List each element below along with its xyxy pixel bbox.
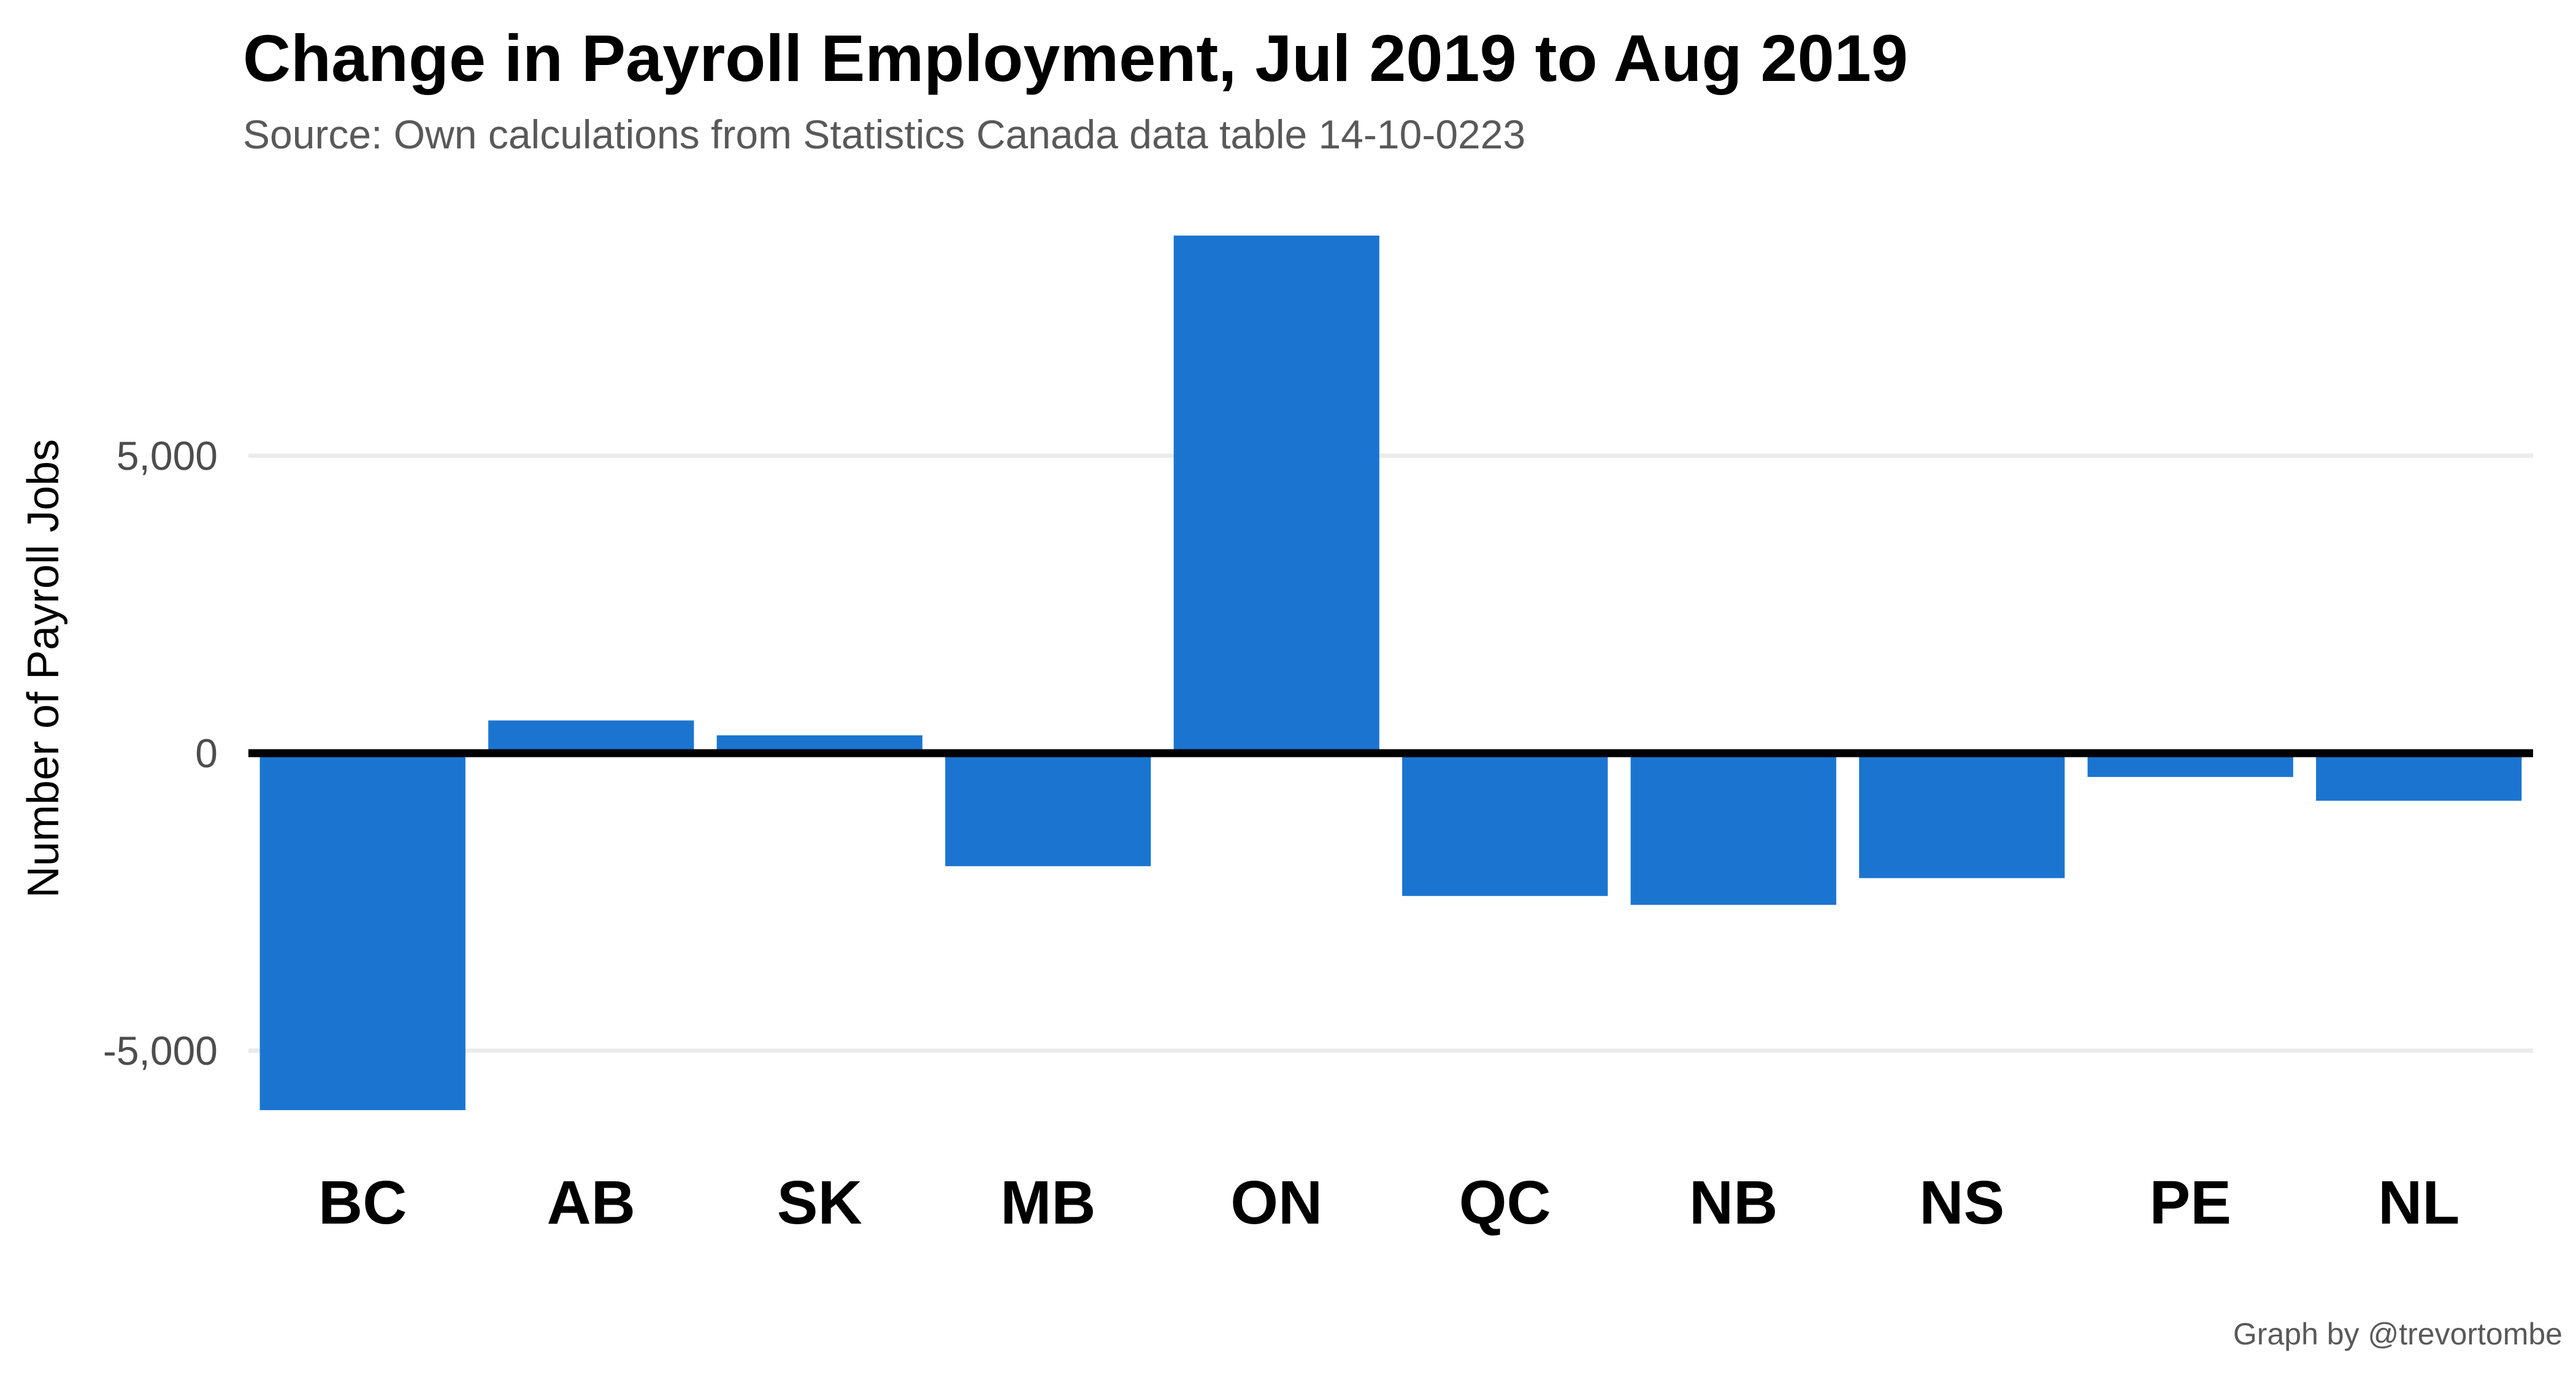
x-tick-label: QC — [1459, 1168, 1551, 1237]
bars — [259, 236, 2522, 1110]
x-tick-label: SK — [777, 1168, 862, 1237]
chart-caption: Graph by @trevortombe — [2233, 1317, 2563, 1351]
y-tick-label: 0 — [195, 730, 218, 776]
chart-subtitle: Source: Own calculations from Statistics… — [243, 112, 1526, 157]
x-tick-label: AB — [547, 1168, 635, 1237]
bar-ab — [488, 720, 694, 753]
bar-qc — [1402, 753, 1608, 896]
bar-on — [1173, 236, 1379, 754]
x-tick-label: ON — [1230, 1168, 1322, 1237]
x-tick-label: BC — [318, 1168, 407, 1237]
x-tick-labels: BC AB SK MB ON QC NB NS PE NL — [318, 1168, 2459, 1237]
y-tick-label: 5,000 — [117, 433, 218, 478]
x-tick-label: NS — [1919, 1168, 2004, 1237]
bar-mb — [945, 753, 1151, 867]
x-tick-label: NB — [1689, 1168, 1777, 1237]
y-axis-label: Number of Payroll Jobs — [19, 439, 68, 898]
bar-nl — [2316, 753, 2522, 801]
chart-title: Change in Payroll Employment, Jul 2019 t… — [243, 21, 1908, 95]
grid-lines — [248, 453, 2533, 1053]
bar-ns — [1859, 753, 2065, 878]
y-tick-labels: -5,000 0 5,000 — [103, 433, 218, 1073]
x-tick-label: PE — [2150, 1168, 2231, 1237]
y-tick-label: -5,000 — [103, 1028, 218, 1073]
x-tick-label: MB — [1000, 1168, 1096, 1237]
bar-nb — [1630, 753, 1836, 905]
x-tick-label: NL — [2378, 1168, 2459, 1237]
bar-bc — [259, 753, 466, 1110]
